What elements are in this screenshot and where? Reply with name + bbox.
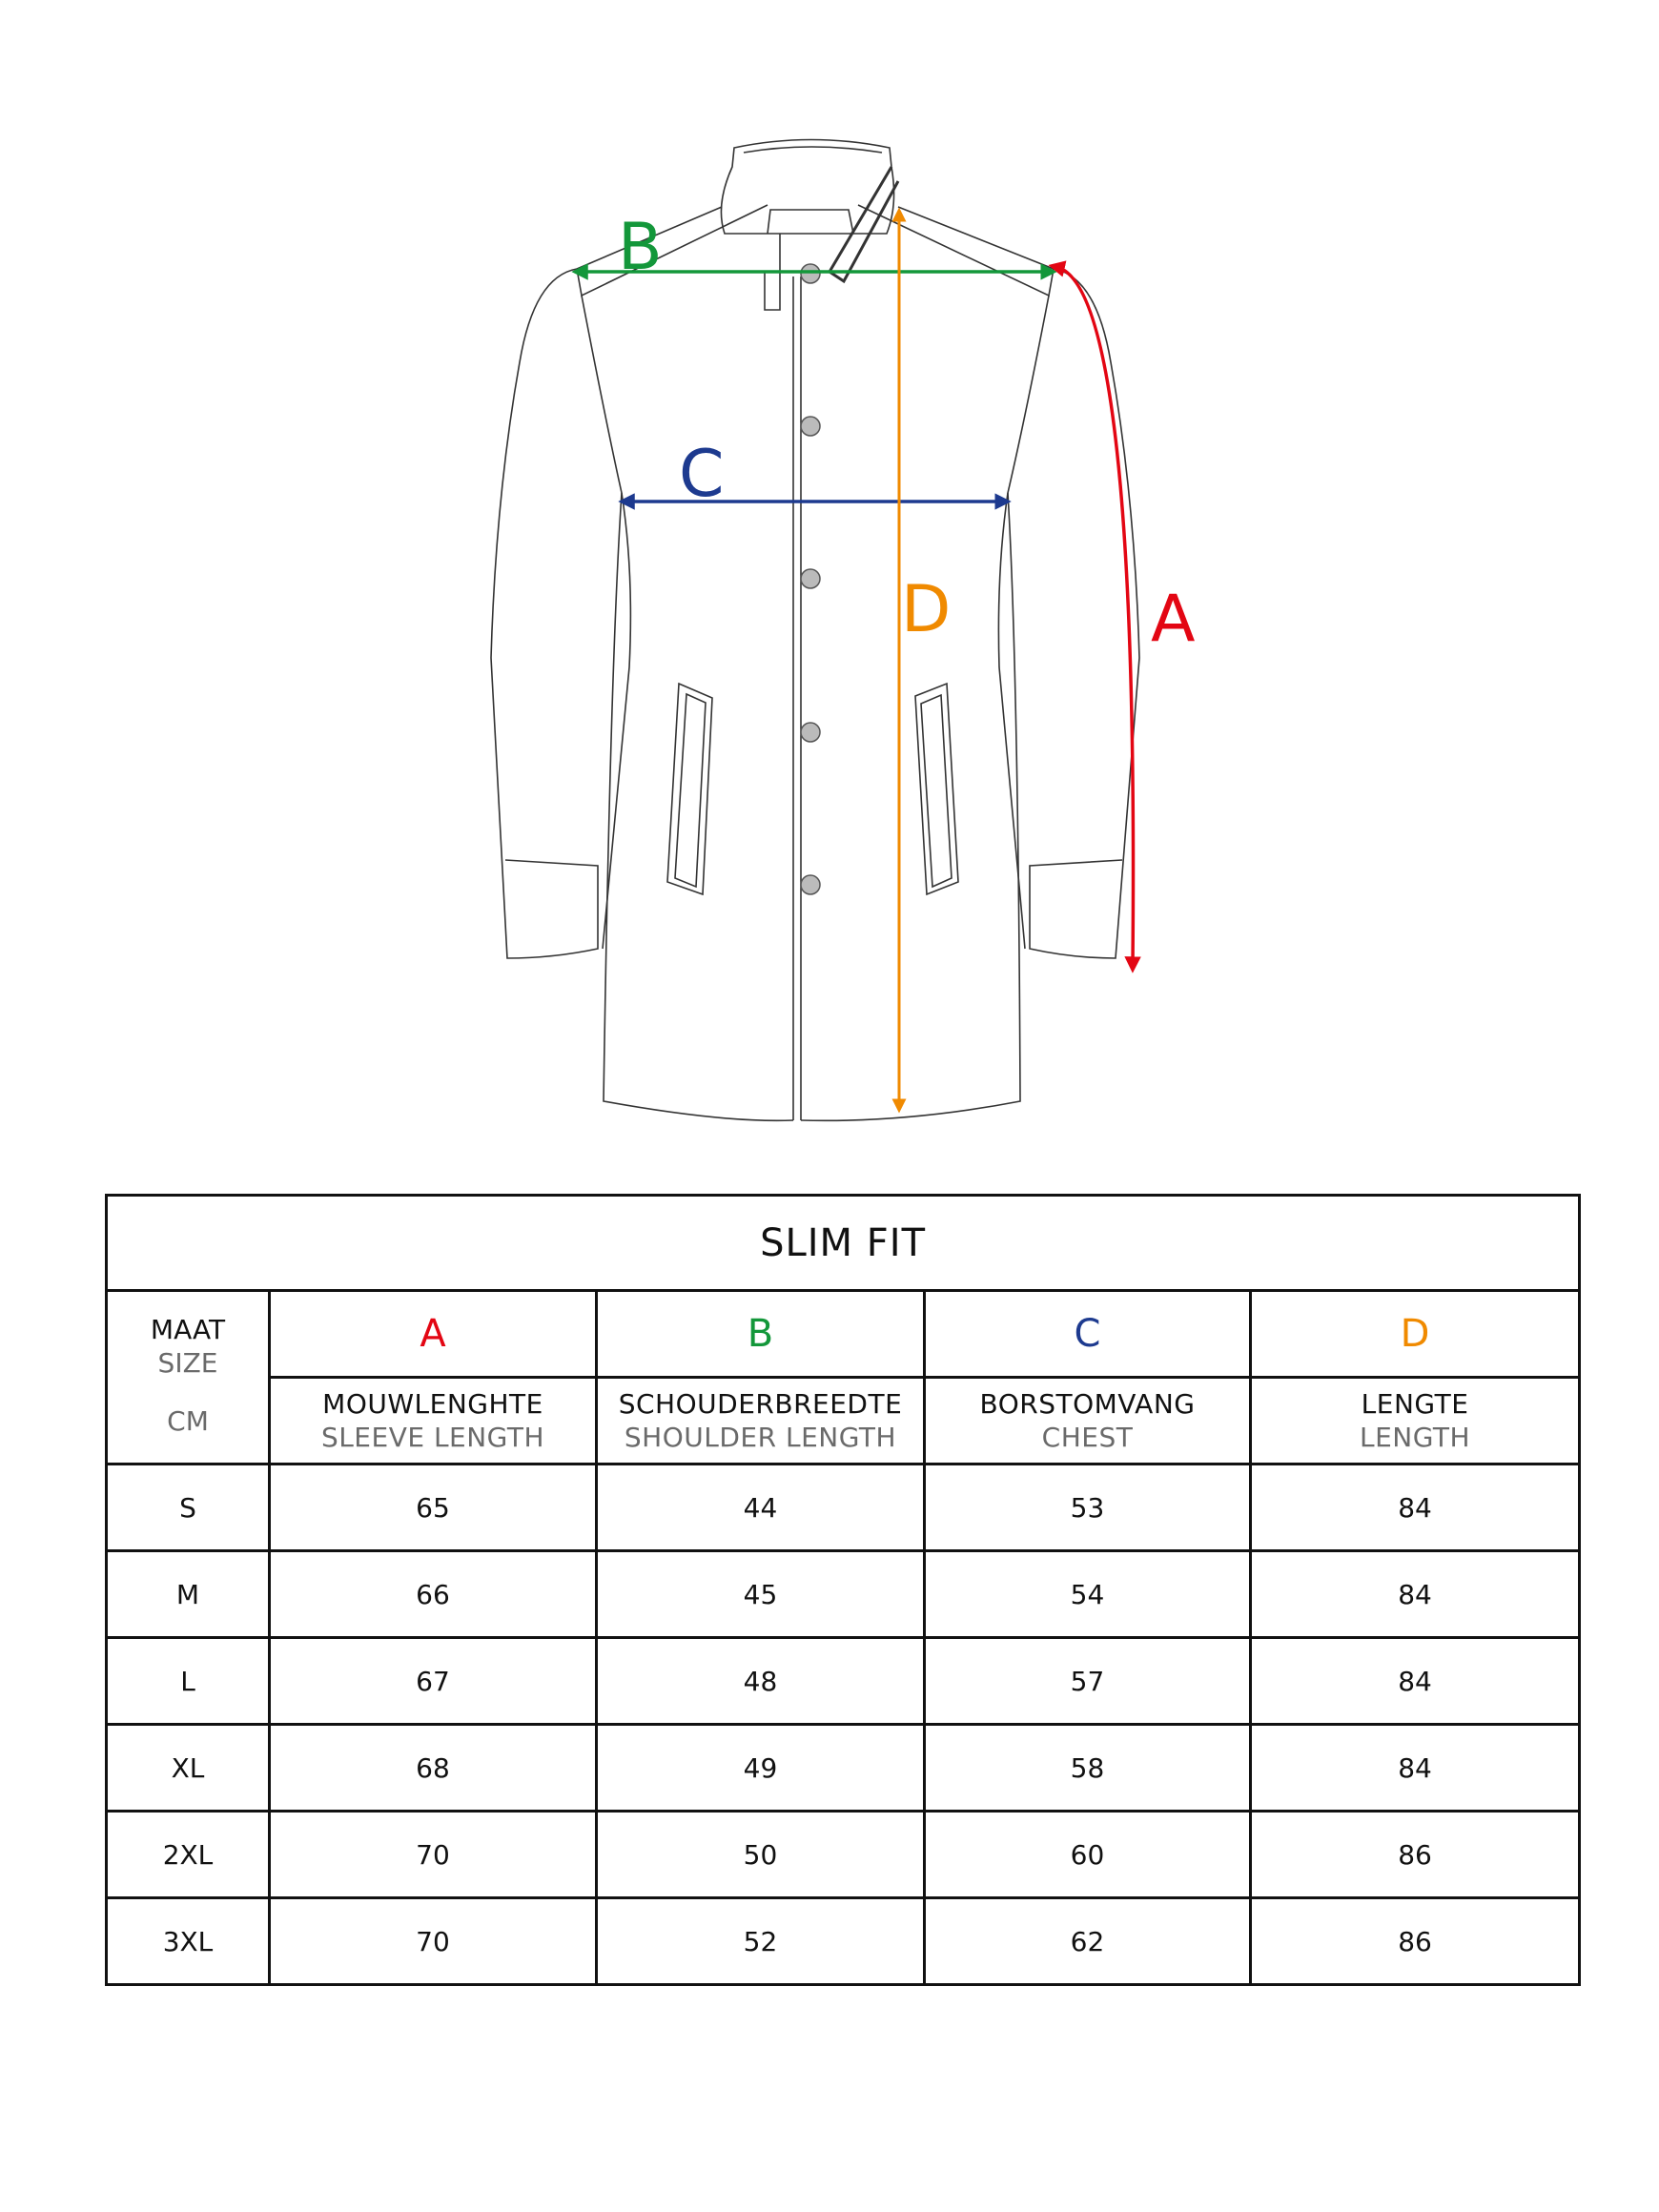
coat-diagram: B C D A: [490, 138, 1196, 1122]
header-nl: SCHOUDERBREEDTE: [618, 1388, 903, 1420]
table-title: SLIM FIT: [104, 1194, 1582, 1292]
header-nl: LENGTE: [1361, 1388, 1469, 1420]
size-table: SLIM FIT MAAT SIZE CM A B C D MOUWLENGHTE…: [104, 1194, 1582, 1986]
column-letter-a: A: [268, 1289, 598, 1379]
size-cell-value: XL: [105, 1723, 271, 1813]
measurement-cell: 66: [268, 1549, 598, 1639]
measurement-cell: 48: [595, 1636, 926, 1726]
label-d: D: [901, 572, 951, 647]
size-cell-value: 3XL: [105, 1896, 271, 1986]
buttons: [800, 263, 821, 895]
table-row: 3XL 70 52 62 86: [105, 1896, 1582, 1986]
measurement-cell: 49: [595, 1723, 926, 1813]
header-en: CHEST: [1041, 1422, 1134, 1453]
measurement-cell: 57: [923, 1636, 1252, 1726]
header-en: SHOULDER LENGTH: [624, 1422, 897, 1453]
button-icon: [800, 874, 821, 895]
measurement-cell: 53: [923, 1463, 1252, 1552]
measurement-cell: 84: [1248, 1723, 1582, 1813]
size-cell-value: 2XL: [105, 1810, 271, 1899]
table-row: 2XL 70 50 60 86: [105, 1810, 1582, 1899]
header-nl: MOUWLENGHTE: [322, 1388, 543, 1420]
size-cell-value: M: [105, 1549, 271, 1639]
measurement-cell: 58: [923, 1723, 1252, 1813]
size-header: MAAT SIZE CM: [105, 1289, 271, 1465]
button-icon: [800, 568, 821, 589]
measurement-cell: 84: [1248, 1549, 1582, 1639]
size-header-en: SIZE: [157, 1347, 218, 1379]
measurement-cell: 67: [268, 1636, 598, 1726]
column-header-b: SCHOUDERBREEDTE SHOULDER LENGTH: [595, 1376, 926, 1465]
column-letter-c: C: [923, 1289, 1252, 1379]
measurement-cell: 50: [595, 1810, 926, 1899]
unit-label: CM: [167, 1405, 209, 1437]
measurement-cell: 68: [268, 1723, 598, 1813]
measurement-cell: 86: [1248, 1810, 1582, 1899]
measurement-cell: 65: [268, 1463, 598, 1552]
measurement-cell: 44: [595, 1463, 926, 1552]
measurement-cell: 84: [1248, 1636, 1582, 1726]
header-nl: BORSTOMVANG: [979, 1388, 1196, 1420]
button-icon: [800, 416, 821, 437]
table-row: XL 68 49 58 84: [105, 1723, 1582, 1813]
measurement-cell: 54: [923, 1549, 1252, 1639]
column-header-c: BORSTOMVANG CHEST: [923, 1376, 1252, 1465]
measurement-cell: 70: [268, 1810, 598, 1899]
table-row: L 67 48 57 84: [105, 1636, 1582, 1726]
button-icon: [800, 263, 821, 284]
header-en: SLEEVE LENGTH: [320, 1422, 545, 1453]
column-header-a: MOUWLENGHTE SLEEVE LENGTH: [268, 1376, 598, 1465]
measurement-cell: 62: [923, 1896, 1252, 1986]
measurement-cell: 60: [923, 1810, 1252, 1899]
column-header-d: LENGTE LENGTH: [1248, 1376, 1582, 1465]
measurement-cell: 86: [1248, 1896, 1582, 1986]
header-en: LENGTH: [1359, 1422, 1471, 1453]
measurement-cell: 70: [268, 1896, 598, 1986]
measurement-cell: 45: [595, 1549, 926, 1639]
column-letter-b: B: [595, 1289, 926, 1379]
column-letter-d: D: [1248, 1289, 1582, 1379]
coat-outline: [490, 138, 1140, 1122]
measure-arrow-a: [1048, 260, 1141, 973]
label-c: C: [679, 437, 724, 512]
size-cell-value: L: [105, 1636, 271, 1726]
label-a: A: [1151, 582, 1196, 657]
size-header-nl: MAAT: [150, 1314, 226, 1345]
size-cell-value: S: [105, 1463, 271, 1552]
measurement-cell: 52: [595, 1896, 926, 1986]
table-row: S 65 44 53 84: [105, 1463, 1582, 1552]
measurement-cell: 84: [1248, 1463, 1582, 1552]
button-icon: [800, 722, 821, 743]
table-row: M 66 45 54 84: [105, 1549, 1582, 1639]
label-b: B: [618, 210, 663, 285]
